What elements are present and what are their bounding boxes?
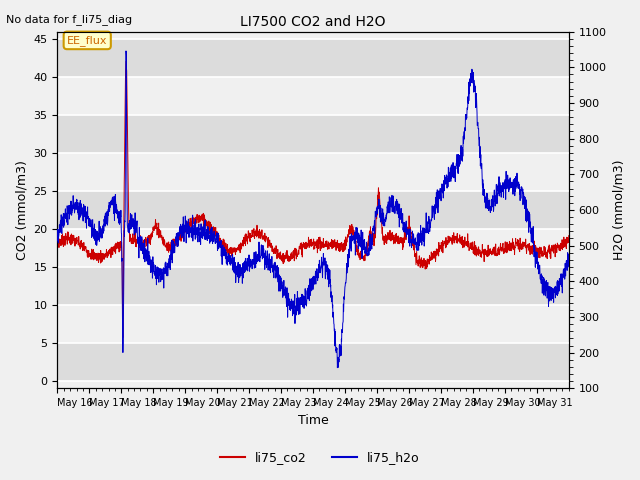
Bar	[58, 115, 569, 153]
Bar	[58, 153, 569, 191]
X-axis label: Time: Time	[298, 414, 328, 427]
Bar	[58, 305, 569, 343]
Bar	[58, 77, 569, 115]
Text: EE_flux: EE_flux	[67, 35, 108, 46]
Y-axis label: H2O (mmol/m3): H2O (mmol/m3)	[612, 160, 625, 260]
Bar	[58, 229, 569, 267]
Title: LI7500 CO2 and H2O: LI7500 CO2 and H2O	[240, 15, 386, 29]
Bar	[58, 39, 569, 77]
Bar	[58, 267, 569, 305]
Bar	[58, 191, 569, 229]
Bar	[58, 343, 569, 381]
Legend: li75_co2, li75_h2o: li75_co2, li75_h2o	[215, 446, 425, 469]
Text: No data for f_li75_diag: No data for f_li75_diag	[6, 14, 132, 25]
Y-axis label: CO2 (mmol/m3): CO2 (mmol/m3)	[15, 160, 28, 260]
